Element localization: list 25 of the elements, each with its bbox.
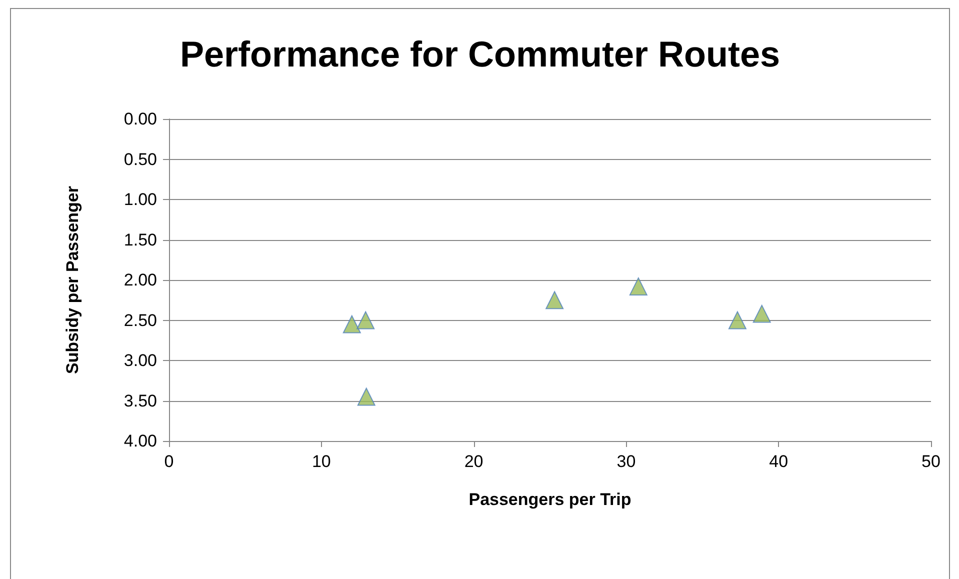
y-tick-label: 1.00 [124, 190, 157, 209]
y-tick-label: 4.00 [124, 432, 157, 450]
y-tick-label: 2.00 [124, 270, 157, 290]
x-tick-label: 0 [164, 452, 174, 471]
x-tick-label: 20 [464, 452, 484, 471]
y-tick-label: 3.00 [124, 351, 157, 370]
x-tick-label: 10 [312, 452, 331, 471]
point [629, 277, 648, 296]
x-tick-label: 40 [769, 452, 788, 471]
x-tick-label: 30 [616, 452, 636, 471]
point [357, 388, 376, 406]
point [342, 315, 361, 334]
point [752, 304, 771, 323]
x-axis-title: Passengers per Trip [468, 490, 632, 509]
y-tick-label: 0.00 [124, 110, 157, 128]
y-axis-title: Subsidy per Passenger [63, 186, 82, 374]
y-tick-label: 2.50 [124, 310, 157, 330]
chart-title: Performance for Commuter Routes [180, 34, 780, 74]
y-tick-label: 0.50 [124, 150, 157, 169]
point [728, 311, 746, 330]
y-tick-label: 3.50 [124, 391, 157, 410]
point [356, 311, 375, 330]
y-tick-label: 1.50 [124, 230, 157, 250]
x-tick-label: 50 [922, 452, 940, 471]
point [546, 291, 564, 310]
